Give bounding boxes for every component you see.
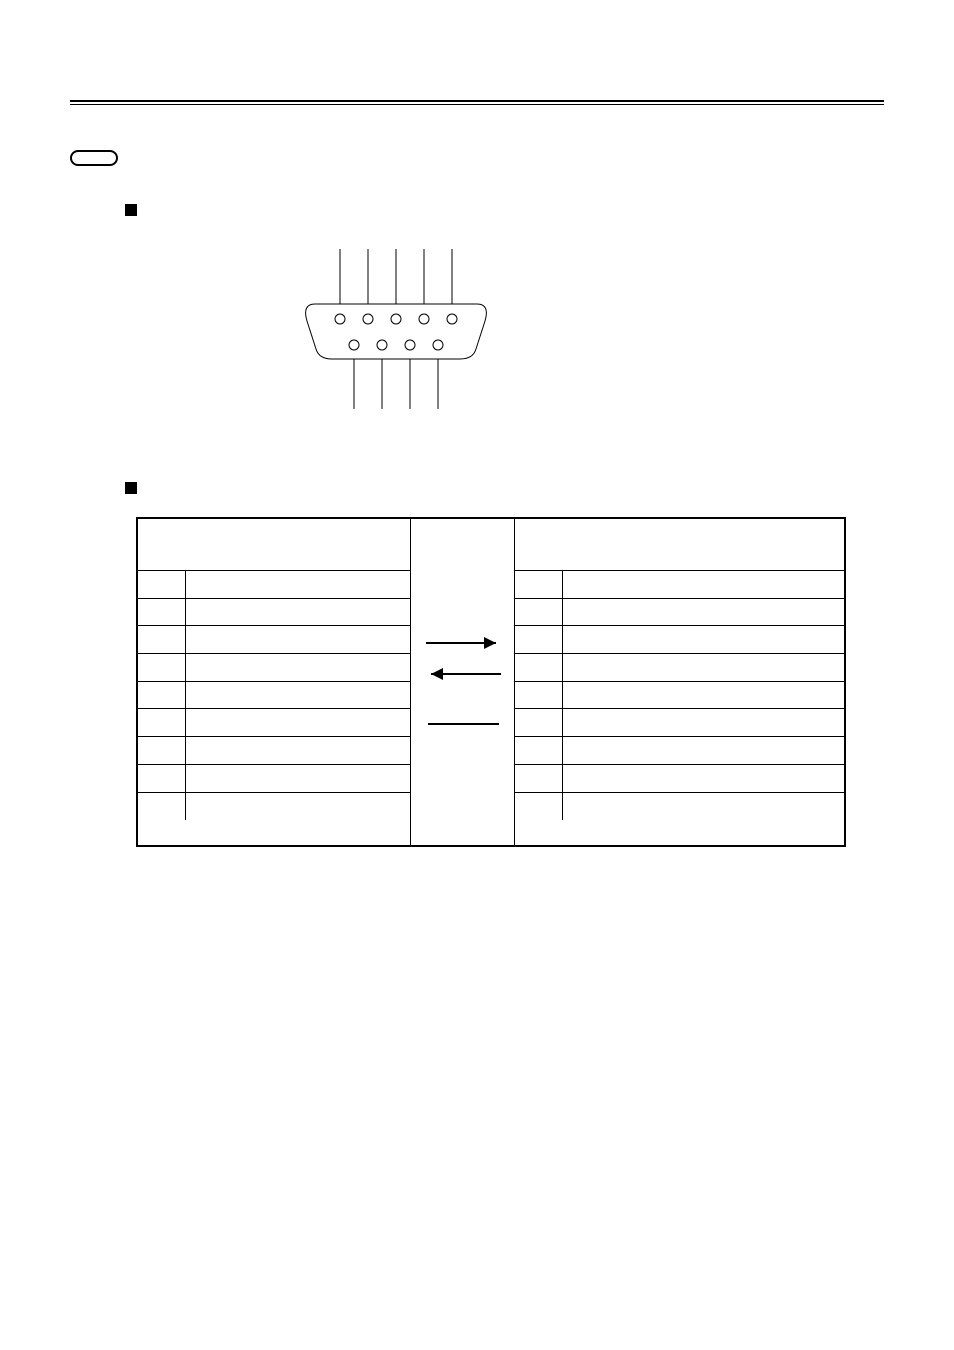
header-rule	[70, 100, 884, 105]
cell-pin	[138, 709, 186, 736]
table-row	[515, 571, 844, 599]
cell-pin	[138, 571, 186, 598]
cell-pin	[515, 737, 563, 764]
table-row	[138, 654, 410, 682]
cell-pin	[515, 709, 563, 736]
db9-connector-diagram	[280, 249, 500, 439]
table-row	[515, 765, 844, 793]
left-table	[138, 519, 411, 845]
right-header	[515, 519, 844, 571]
table-row	[138, 599, 410, 627]
page	[0, 0, 954, 1350]
table-row	[515, 793, 844, 821]
note-box	[70, 150, 118, 166]
table-row	[515, 709, 844, 737]
table-row	[138, 571, 410, 599]
section-table-heading	[70, 479, 884, 497]
table-row	[515, 626, 844, 654]
table-row	[138, 626, 410, 654]
cell-pin	[515, 654, 563, 681]
cell-pin	[138, 626, 186, 653]
table-row	[515, 599, 844, 627]
table-row	[515, 737, 844, 765]
direction-column	[411, 519, 516, 845]
section-connector-heading	[70, 201, 884, 219]
square-bullet-icon	[125, 204, 137, 216]
table-row	[515, 682, 844, 710]
table-row	[138, 793, 410, 821]
right-table	[514, 519, 844, 845]
table-row	[138, 737, 410, 765]
cell-pin	[138, 599, 186, 626]
table-row	[138, 682, 410, 710]
cell-pin	[515, 682, 563, 709]
left-header	[138, 519, 410, 571]
cell-pin	[138, 793, 186, 821]
cell-pin	[515, 765, 563, 792]
cell-pin	[138, 654, 186, 681]
cell-pin	[515, 626, 563, 653]
cell-pin	[515, 571, 563, 598]
cell-pin	[138, 737, 186, 764]
cell-pin	[138, 765, 186, 792]
cell-pin	[515, 599, 563, 626]
cell-pin	[515, 793, 563, 821]
pinout-table	[136, 517, 846, 847]
table-row	[138, 709, 410, 737]
square-bullet-icon	[125, 482, 137, 494]
direction-arrows	[411, 519, 516, 847]
cell-pin	[138, 682, 186, 709]
table-row	[515, 654, 844, 682]
table-row	[138, 765, 410, 793]
